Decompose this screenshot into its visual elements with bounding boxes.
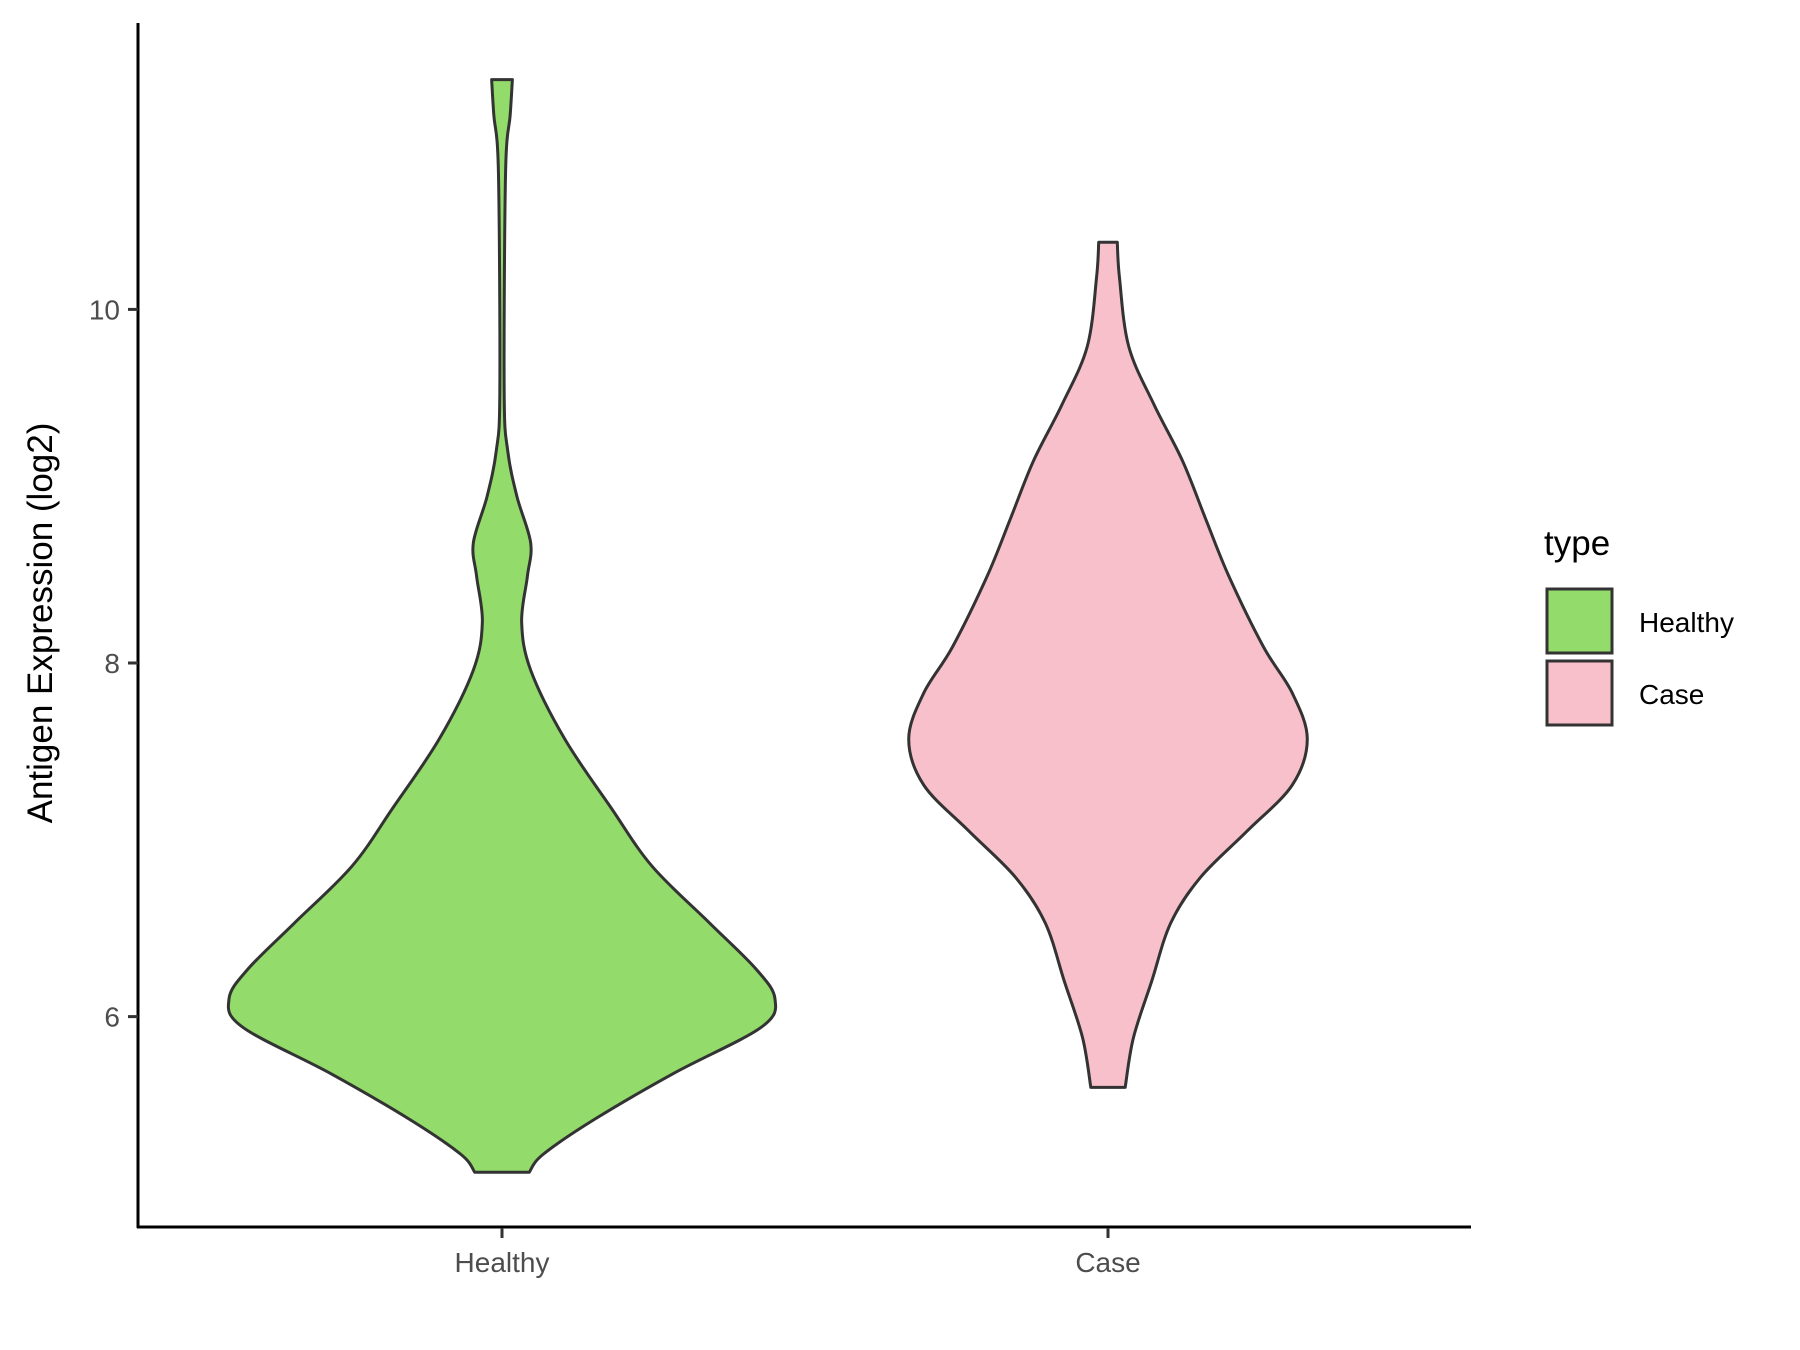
legend-label-healthy: Healthy [1639, 607, 1734, 638]
legend-key-case [1545, 659, 1614, 727]
y-axis-title: Antigen Expression (log2) [21, 423, 60, 824]
violin-healthy [226, 78, 778, 1174]
violins [226, 78, 1309, 1174]
y-tick-label: 10 [89, 294, 120, 325]
legend-key-healthy [1545, 587, 1614, 655]
legend-label-case: Case [1639, 679, 1704, 710]
legend-title: type [1544, 524, 1610, 563]
y-ticks: 6 8 10 [89, 294, 138, 1033]
legend: type Healthy Case [1544, 524, 1734, 727]
y-tick-label: 6 [104, 1002, 120, 1033]
violin-case [907, 240, 1309, 1089]
y-tick-label: 8 [104, 648, 120, 679]
x-tick-label: Healthy [455, 1247, 550, 1278]
x-tick-label: Case [1075, 1247, 1140, 1278]
x-ticks: Healthy Case [455, 1228, 1141, 1278]
